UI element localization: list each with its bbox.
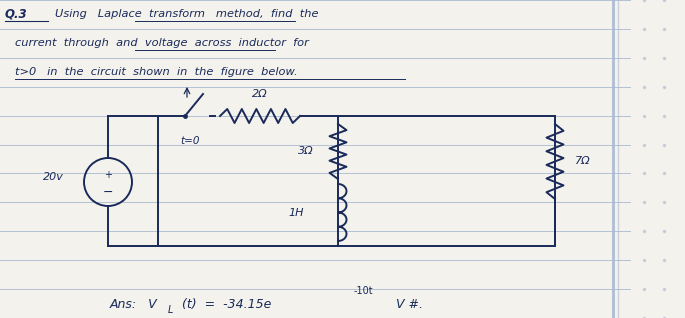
Text: (t)  =  -34.15e: (t) = -34.15e xyxy=(182,299,271,312)
Text: -10t: -10t xyxy=(354,286,373,296)
Text: 3Ω: 3Ω xyxy=(298,147,314,156)
Text: −: − xyxy=(103,185,113,198)
Text: L: L xyxy=(168,305,173,315)
Text: current  through  and  voltage  across  inductor  for: current through and voltage across induc… xyxy=(15,38,309,48)
Text: t=0: t=0 xyxy=(180,136,199,146)
Text: V #.: V #. xyxy=(392,299,423,312)
Text: 1H: 1H xyxy=(288,208,303,218)
Text: 20v: 20v xyxy=(42,172,64,182)
Text: +: + xyxy=(104,170,112,180)
Text: t>0   in  the  circuit  shown  in  the  figure  below.: t>0 in the circuit shown in the figure b… xyxy=(15,67,297,77)
Text: Q.3: Q.3 xyxy=(5,8,27,21)
Text: Using   Laplace  transform   method,  find  the: Using Laplace transform method, find the xyxy=(55,10,319,19)
Text: 2Ω: 2Ω xyxy=(252,89,268,99)
Text: 7Ω: 7Ω xyxy=(575,156,591,167)
Text: Ans:   V: Ans: V xyxy=(110,299,158,312)
